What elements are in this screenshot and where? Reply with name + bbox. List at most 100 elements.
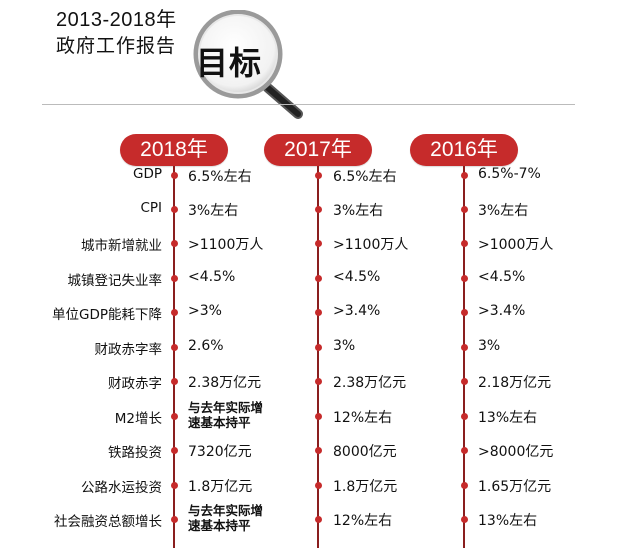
timeline-dot [170, 171, 178, 179]
lens-label: 目标 [196, 44, 263, 82]
value-cell: >1100万人 [333, 234, 408, 254]
timeline-dot [314, 205, 322, 213]
timeline-dot [460, 446, 468, 454]
value-line: 1.8万亿元 [333, 479, 398, 495]
title-years: 2013-2018年 [56, 9, 177, 31]
timeline-dot [460, 343, 468, 351]
page-title: 2013-2018年 政府工作报告 [56, 8, 177, 58]
value-cell: 与去年实际增 速基本持平 [188, 400, 263, 430]
row-label: 城市新增就业 [81, 238, 162, 254]
row-label: 社会融资总额增长 [54, 514, 162, 530]
timeline-dot [460, 308, 468, 316]
value-line: 3%左右 [478, 203, 529, 219]
timeline-dot [314, 239, 322, 247]
value-line: 13%左右 [478, 410, 538, 426]
value-line: 13%左右 [478, 513, 538, 529]
value-cell: 2.38万亿元 [188, 372, 261, 392]
value-line: 3%左右 [188, 203, 239, 219]
value-cell: 13%左右 [478, 407, 537, 427]
value-cell: 6.5%-7% [478, 166, 541, 182]
value-line: 1.8万亿元 [188, 479, 253, 495]
timeline-dot [170, 446, 178, 454]
value-line: 12%左右 [333, 513, 393, 529]
value-cell: 3% [478, 338, 500, 354]
value-line: 2.38万亿元 [333, 375, 407, 391]
timeline-dot [170, 377, 178, 385]
value-cell: <4.5% [478, 269, 525, 285]
timeline-dot [314, 171, 322, 179]
value-line: <4.5% [478, 269, 526, 285]
value-cell: 8000亿元 [333, 441, 397, 461]
value-cell: <4.5% [188, 269, 235, 285]
value-cell: 3%左右 [188, 200, 238, 220]
row-label: M2增长 [114, 411, 162, 427]
row-label: 财政赤字率 [94, 342, 163, 358]
timeline-dot [314, 343, 322, 351]
timeline-dot [314, 515, 322, 523]
divider [42, 104, 575, 105]
value-line: 与去年实际增 [188, 503, 264, 518]
timeline-dot [170, 412, 178, 420]
value-line: >3% [188, 303, 222, 319]
timeline-dot [460, 515, 468, 523]
timeline-line [317, 166, 319, 548]
timeline-line [173, 166, 175, 548]
timeline-dot [170, 515, 178, 523]
value-cell: 6.5%左右 [333, 166, 397, 186]
year-pill: 2018年 [120, 134, 228, 166]
value-cell: >1100万人 [188, 234, 263, 254]
value-cell: 12%左右 [333, 510, 392, 530]
timeline-dot [460, 412, 468, 420]
value-line: <4.5% [333, 269, 381, 285]
timeline-dot [314, 446, 322, 454]
timeline-dot [460, 171, 468, 179]
timeline-dot [314, 274, 322, 282]
value-cell: 12%左右 [333, 407, 392, 427]
timeline-dot [460, 274, 468, 282]
timeline-dot [314, 412, 322, 420]
row-label: 单位GDP能耗下降 [52, 307, 162, 323]
value-cell: 与去年实际增 速基本持平 [188, 503, 263, 533]
value-line: >1100万人 [188, 237, 264, 253]
value-line: 2.18万亿元 [478, 375, 552, 391]
year-pill: 2016年 [410, 134, 518, 166]
timeline-dot [170, 274, 178, 282]
timeline-dot [460, 377, 468, 385]
value-line: 6.5%左右 [188, 169, 252, 185]
timeline-dot [460, 239, 468, 247]
value-cell: >3% [188, 303, 222, 319]
value-line: 3%左右 [333, 203, 384, 219]
row-label: 铁路投资 [108, 445, 162, 461]
value-line: 3% [333, 338, 356, 354]
timeline-dot [314, 481, 322, 489]
value-line: 8000亿元 [333, 444, 397, 460]
row-label: 公路水运投资 [81, 480, 162, 496]
value-cell: 3% [333, 338, 355, 354]
value-cell: 6.5%左右 [188, 166, 252, 186]
value-line: 7320亿元 [188, 444, 252, 460]
value-line: 速基本持平 [188, 518, 251, 533]
value-cell: >1000万人 [478, 234, 553, 254]
value-line: 3% [478, 338, 501, 354]
timeline-dot [460, 205, 468, 213]
value-cell: 1.8万亿元 [333, 476, 397, 496]
row-label: GDP [133, 166, 162, 182]
title-report: 政府工作报告 [56, 35, 177, 57]
year-pill: 2017年 [264, 134, 372, 166]
value-line: 与去年实际增 [188, 400, 264, 415]
timeline-line [463, 166, 465, 548]
value-line: >3.4% [478, 303, 526, 319]
timeline-dot [170, 343, 178, 351]
value-line: <4.5% [188, 269, 236, 285]
magnifier-icon [193, 10, 303, 119]
value-line: 2.6% [188, 338, 224, 354]
value-cell: 2.6% [188, 338, 224, 354]
timeline-dot [170, 308, 178, 316]
value-cell: 2.38万亿元 [333, 372, 406, 392]
value-line: 6.5%左右 [333, 169, 397, 185]
value-line: 2.38万亿元 [188, 375, 262, 391]
value-cell: 1.8万亿元 [188, 476, 252, 496]
value-line: >8000亿元 [478, 444, 554, 460]
value-line: 1.65万亿元 [478, 479, 552, 495]
value-line: 12%左右 [333, 410, 393, 426]
